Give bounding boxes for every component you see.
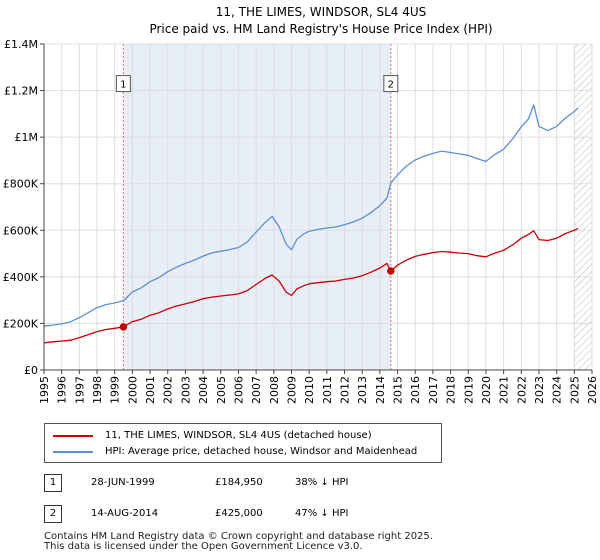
transaction-price: £184,950: [215, 477, 263, 488]
transaction-date: 14-AUG-2014: [91, 508, 159, 519]
x-tick-label: 2015: [392, 376, 405, 404]
annotation-marker: 2: [383, 75, 399, 93]
legend-swatch-hpi: [53, 451, 93, 453]
y-tick-label: £800K: [3, 178, 39, 191]
x-tick-label: 2011: [321, 376, 334, 404]
x-tick-label: 2002: [162, 376, 175, 404]
x-tick-label: 2010: [303, 376, 316, 404]
y-tick-label: £1.4M: [4, 38, 38, 51]
transaction-row: 2 14-AUG-2014 £425,000 47% ↓ HPI: [44, 505, 444, 525]
x-tick-label: 2017: [427, 376, 440, 404]
x-tick-label: 1997: [73, 376, 86, 404]
transaction-hpi-diff: 47% ↓ HPI: [295, 508, 349, 519]
ownership-shade: [123, 44, 391, 370]
x-tick-label: 1996: [56, 376, 69, 404]
x-tick-label: 2006: [232, 376, 245, 404]
x-tick-label: 2026: [586, 376, 599, 404]
x-tick-label: 2007: [250, 376, 263, 404]
x-tick-label: 2025: [568, 376, 581, 404]
y-tick-label: £600K: [3, 224, 39, 237]
x-tick-label: 2024: [551, 376, 564, 404]
x-tick-label: 1995: [38, 376, 51, 404]
x-tick-label: 2022: [515, 376, 528, 404]
x-tick-label: 2008: [268, 376, 281, 404]
legend: 11, THE LIMES, WINDSOR, SL4 4US (detache…: [44, 423, 442, 463]
footer: Contains HM Land Registry data © Crown c…: [44, 532, 433, 552]
annotation-marker: 1: [115, 75, 131, 93]
transaction-row: 1 28-JUN-1999 £184,950 38% ↓ HPI: [44, 474, 444, 494]
x-tick-label: 2020: [480, 376, 493, 404]
x-tick-label: 2001: [144, 376, 157, 404]
transaction-price: £425,000: [215, 508, 263, 519]
legend-label-hpi: HPI: Average price, detached house, Wind…: [105, 446, 418, 457]
x-tick-label: 2018: [445, 376, 458, 404]
y-tick-label: £400K: [3, 271, 39, 284]
legend-label-property: 11, THE LIMES, WINDSOR, SL4 4US (detache…: [105, 430, 372, 441]
y-tick-label: £200K: [3, 317, 39, 330]
x-tick-label: 2016: [409, 376, 422, 404]
x-tick-label: 1999: [109, 376, 122, 404]
property-price-line: [43, 227, 579, 344]
transaction-number: 2: [44, 505, 62, 523]
annotation-box: [383, 75, 399, 93]
hpi-line: [43, 104, 579, 327]
x-tick-label: 1998: [91, 376, 104, 404]
x-tick-label: 2005: [215, 376, 228, 404]
x-tick-label: 2004: [197, 376, 210, 404]
y-tick-label: £0: [24, 364, 38, 377]
x-tick-label: 2019: [462, 376, 475, 404]
annotation-label: 2: [388, 80, 394, 91]
projection-hatch: [574, 44, 592, 370]
annotation-box: [115, 75, 131, 93]
price-chart: 11, THE LIMES, WINDSOR, SL4 4US Price pa…: [3, 5, 599, 404]
x-tick-label: 2021: [498, 376, 511, 404]
footer-line-1: Contains HM Land Registry data © Crown c…: [44, 531, 433, 542]
transaction-date: 28-JUN-1999: [91, 477, 155, 488]
x-tick-label: 2013: [356, 376, 369, 404]
x-tick-label: 2023: [533, 376, 546, 404]
x-tick-label: 2012: [339, 376, 352, 404]
sale-point: [387, 267, 395, 275]
annotation-label: 1: [120, 80, 126, 91]
footer-line-2: This data is licensed under the Open Gov…: [44, 541, 363, 552]
x-tick-label: 2014: [374, 376, 387, 404]
x-tick-label: 2003: [179, 376, 192, 404]
legend-swatch-property: [53, 435, 93, 437]
x-tick-label: 2000: [126, 376, 139, 404]
transaction-number: 1: [44, 474, 62, 492]
chart-subtitle: Price paid vs. HM Land Registry's House …: [149, 22, 492, 36]
x-tick-label: 2009: [285, 376, 298, 404]
transaction-hpi-diff: 38% ↓ HPI: [295, 477, 349, 488]
y-tick-label: £1.2M: [4, 85, 38, 98]
y-tick-label: £1M: [15, 131, 39, 144]
sale-point: [119, 323, 128, 331]
chart-title: 11, THE LIMES, WINDSOR, SL4 4US: [216, 5, 427, 19]
